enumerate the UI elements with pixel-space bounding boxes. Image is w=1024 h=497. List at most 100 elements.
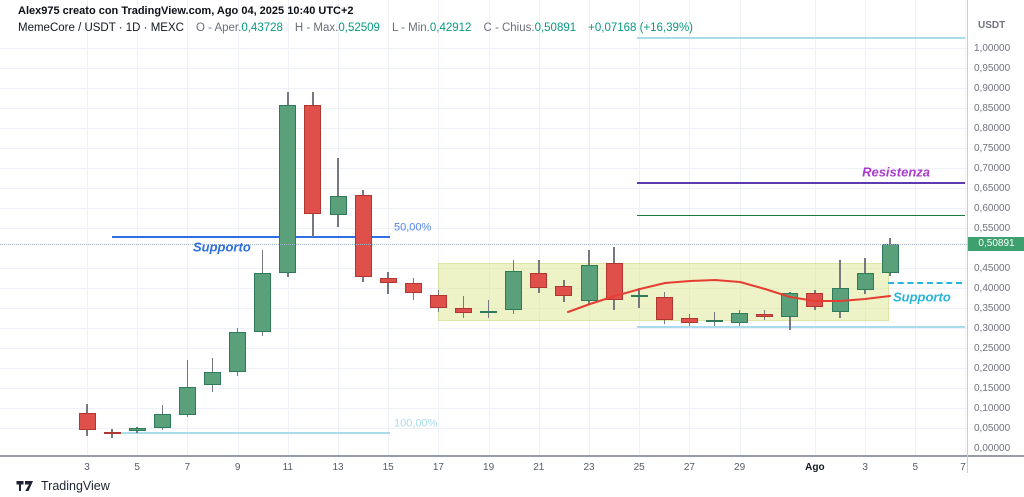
time-label: 9 [234,462,241,473]
grid-line-horizontal [0,348,967,349]
grid-line-horizontal [0,328,967,329]
price-label: 0,55000 [974,223,1011,234]
candle-up [204,372,221,385]
grid-line-vertical [915,0,917,455]
time-label: 3 [84,462,90,473]
level-line-fib-0[interactable] [637,37,965,39]
candle-down [354,194,372,277]
symbol-title[interactable]: MemeCore / USDT · 1D · MEXC [18,22,184,34]
candle-down [680,318,698,323]
time-label: 25 [633,462,645,473]
grid-line-vertical [438,0,440,455]
level-line-fib-50[interactable] [112,236,390,238]
current-price-line [0,244,967,246]
grid-line-vertical [814,0,816,455]
candle-wick [713,312,716,326]
grid-line-vertical [739,0,741,455]
time-label: 7 [960,462,966,473]
price-label: 0,40000 [974,283,1011,294]
price-label: 1,00000 [974,43,1011,54]
ohlc-close: C - Chius.0,50891 [483,22,577,34]
annotation-label[interactable]: Resistenza [862,164,930,180]
time-label: 3 [862,462,868,473]
candle-down [379,278,397,283]
grid-line-horizontal [0,68,967,69]
level-line-supporto-zona[interactable] [637,326,965,328]
candle-wick [387,272,389,294]
price-label: 0,05000 [974,423,1011,434]
grid-line-horizontal [0,108,967,109]
ohlc-high: H - Max.0,52509 [294,22,380,34]
price-label: 0,70000 [974,163,1011,174]
candle-up [254,272,272,332]
price-label: 0,95000 [974,63,1011,74]
grid-line-vertical [965,0,966,455]
time-label: 19 [483,462,495,473]
candle-down [530,272,548,288]
watermark: Alex975 creato con TradingView.com, Ago … [18,5,354,17]
time-label: Ago [805,462,825,473]
price-label: 0,35000 [974,303,1011,314]
tradingview-logo-icon[interactable] [16,479,35,493]
grid-line-vertical [639,0,641,455]
axis-corner-divider [967,455,968,473]
time-label: 27 [683,462,695,473]
time-label: 21 [533,462,545,473]
chart-canvas[interactable]: Supporto 50,00% 100,00% Resistenza Supporto [0,0,967,455]
candle-down [455,308,472,313]
time-label: 5 [134,462,140,473]
level-line-resistenza-2[interactable] [637,215,965,217]
candle-wick [487,300,490,318]
annotation-label[interactable]: 50,00% [394,221,432,234]
candle-up [178,387,196,415]
price-label: 0,15000 [974,383,1011,394]
time-scale[interactable]: 3 5 7 9 11 13 15 17 19 21 23 25 27 29 Ago 3 5 7 [0,455,1024,477]
time-label: 13 [332,462,344,473]
price-label: 0,25000 [974,343,1011,354]
price-label: 0,65000 [974,183,1011,194]
ma-line [567,279,891,313]
candle-up [856,272,874,290]
price-label: 0,60000 [974,203,1011,214]
candle-up [480,310,498,313]
candle-down [429,294,447,308]
ohlc-low: L - Min.0,42912 [391,22,472,34]
annotation-label[interactable]: Supporto [193,239,251,255]
grid-line-horizontal [0,388,967,389]
grid-line-vertical [538,0,540,455]
level-line-fib-100[interactable] [112,432,390,434]
time-label: 15 [382,462,394,473]
grid-line-horizontal [0,368,967,369]
grid-line-horizontal [0,408,967,409]
grid-line-vertical [388,0,390,455]
level-line-resistenza[interactable] [637,182,965,184]
candle-down [655,296,673,320]
grid-line-horizontal [0,128,967,129]
annotation-label[interactable]: Supporto [893,289,951,305]
level-line-supporto-dashed[interactable] [888,282,962,284]
grid-line-horizontal [0,168,967,169]
price-scale-currency: USDT [978,20,1006,31]
price-scale[interactable]: USDT 0,50891 1,00000 0,95000 0,90000 0,8500… [967,0,1024,473]
candle-up [580,264,598,301]
time-label: 11 [282,462,293,473]
candle-up [706,320,723,323]
price-label: 0,75000 [974,143,1011,154]
price-label: 0,00000 [974,443,1011,454]
grid-line-vertical [689,0,691,455]
price-label: 0,30000 [974,323,1011,334]
time-label: 29 [734,462,746,473]
candle-up [781,292,799,317]
grid-line-vertical [187,0,189,455]
price-change: +0,07168 (+16,39%) [588,22,693,34]
candle-up [128,428,146,431]
candle-down [756,314,774,317]
price-label: 0,90000 [974,83,1011,94]
annotation-label[interactable]: 100,00% [394,417,438,430]
candle-down [404,282,422,293]
grid-line-vertical [589,0,590,455]
last-price-badge: 0,50891 [968,237,1024,252]
brand-name[interactable]: TradingView [41,479,110,493]
candle-down [605,262,623,300]
legend: MemeCore / USDT · 1D · MEXC O - Aper.0,4… [18,22,693,34]
